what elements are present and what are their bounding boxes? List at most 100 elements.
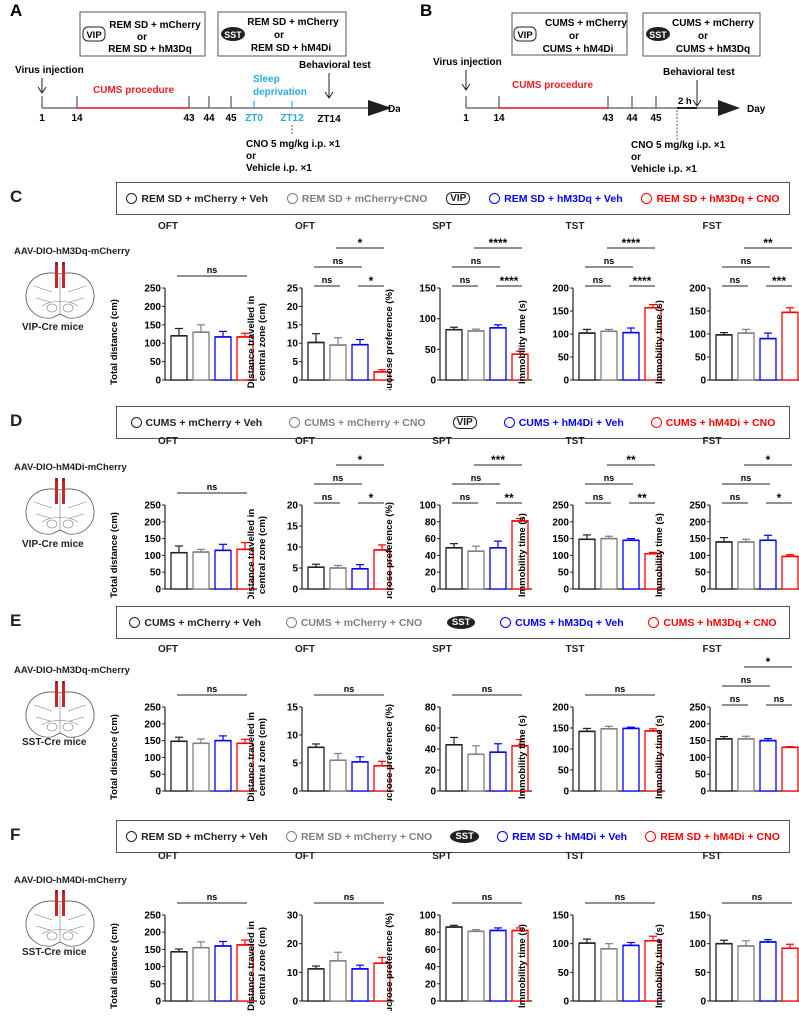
panel-letter: F	[10, 825, 21, 844]
brain-section-icon	[25, 478, 95, 535]
y-tick-label: 200	[144, 517, 161, 528]
bar	[351, 344, 369, 381]
cannula-right	[62, 262, 65, 288]
significance-label: ****	[489, 236, 508, 250]
legend-item: REM SD + mCherry + CNO	[285, 831, 432, 843]
brain-region	[62, 303, 74, 313]
y-axis-label: Sucrose preference (%)	[384, 502, 395, 599]
legend-label: REM SD + mCherry+CNO	[301, 192, 428, 205]
box-or: or	[274, 30, 284, 41]
bar	[170, 335, 188, 381]
panel-b-sst-box: SST CUMS + mCherry or CUMS + hM3Dq	[642, 12, 761, 57]
legend-item: CUMS + mCherry + CNO	[289, 416, 426, 429]
legend-label: CUMS + mCherry + CNO	[304, 416, 426, 429]
box-or: or	[137, 32, 147, 43]
bar	[759, 941, 777, 1002]
tick-label: ZT14	[317, 114, 341, 125]
significance-label: ns	[741, 256, 752, 266]
bar	[307, 566, 325, 590]
y-tick-label: 150	[419, 284, 436, 295]
sst-badge: SST	[446, 616, 476, 629]
y-tick-label: 0	[430, 376, 436, 387]
legend-label: REM SD + hM4Di + CNO	[660, 830, 780, 843]
y-tick-label: 50	[695, 770, 707, 781]
y-tick-label: 80	[425, 517, 437, 528]
y-axis-label: Immobility time (s)	[517, 300, 528, 384]
legend-item: REM SD + hM4Di + CNO	[645, 831, 780, 843]
y-tick-label: 50	[695, 568, 707, 579]
bar-chart: Immobility time (s) 0 50 100 150 200 250 ns ** ns…	[517, 453, 665, 597]
legend-box: CUMS + mCherry + Veh CUMS + mCherry + CNO…	[116, 406, 790, 439]
y-axis-label: Immobility time (s)	[654, 924, 665, 1008]
y-tick-label: 5	[292, 759, 298, 770]
brain-section-icon	[25, 681, 95, 738]
y-tick-label: 0	[700, 787, 706, 798]
y-tick-label: 150	[552, 911, 569, 922]
sst-badge: SST	[224, 30, 242, 40]
y-tick-label: 100	[552, 745, 569, 756]
significance-label: *	[766, 453, 771, 467]
brain-regions	[33, 276, 87, 314]
bar-chart: Distance traveled in central zone (cm) 0 5 1…	[246, 684, 394, 801]
brain-region	[46, 519, 58, 529]
bar	[489, 327, 507, 381]
box-line: CUMS + mCherry	[672, 18, 754, 29]
mice-label: VIP-Cre mice	[22, 322, 84, 333]
significance-label: ns	[471, 256, 482, 266]
circle-icon	[500, 617, 512, 628]
test-title: OFT	[158, 221, 178, 232]
brain-section-icon	[25, 890, 95, 947]
cannula-right	[62, 681, 65, 707]
bar	[737, 738, 755, 792]
y-tick-label: 30	[287, 911, 299, 922]
y-axis-label: Distance traveled in	[246, 921, 257, 1011]
y-tick-label: 100	[689, 939, 706, 950]
significance-label: ns	[460, 492, 471, 502]
circle-icon	[126, 193, 138, 204]
bar	[192, 947, 210, 1002]
y-tick-label: 0	[430, 997, 436, 1008]
y-tick-label: 20	[287, 501, 299, 512]
sleep-deprivation-label: Sleep	[253, 74, 280, 85]
legend-box: CUMS + mCherry + Veh CUMS + mCherry + CNO…	[116, 606, 790, 639]
y-axis-label: Total distance (cm)	[109, 714, 120, 800]
significance-label: ****	[500, 274, 519, 288]
bar-chart: Total distance (cm) 0 50 100 150 200 250 ns	[109, 684, 257, 800]
significance-label: ns	[207, 265, 218, 275]
cno-label: CNO 5 mg/kg i.p. ×1	[246, 139, 341, 150]
two-hour-label: 2 h	[678, 96, 692, 107]
significance-label: ns	[741, 473, 752, 483]
bar	[467, 753, 485, 792]
legend-item: REM SD + hM3Dq + Veh	[489, 193, 623, 205]
y-tick-label: 0	[292, 997, 298, 1008]
bar	[445, 926, 463, 1002]
day-label: Day	[388, 104, 400, 115]
y-tick-label: 0	[292, 585, 298, 596]
brain-regions	[33, 492, 87, 530]
cannula-left	[55, 681, 58, 707]
legend-item: CUMS + hM4Di + Veh	[503, 417, 624, 429]
y-tick-label: 0	[155, 376, 161, 387]
significance-label: ***	[772, 274, 786, 288]
bar	[578, 730, 596, 792]
bar	[445, 547, 463, 590]
y-axis-label: Sucrose preference (%)	[384, 913, 395, 1011]
box-line: REM SD + mCherry	[247, 17, 339, 28]
bar	[467, 550, 485, 590]
significance-label: ns	[752, 892, 763, 902]
y-tick-label: 100	[689, 330, 706, 341]
bar-chart: Immobility time (s) 0 50 100 150 200 ns **** ns *…	[517, 236, 665, 387]
bar	[445, 744, 463, 792]
significance-label: **	[637, 491, 647, 505]
legend-item: REM SD + hM4Di + Veh	[497, 831, 627, 843]
legend-item: CUMS + hM3Dq + CNO	[648, 617, 777, 629]
tick-label: 45	[650, 113, 662, 124]
y-tick-label: 20	[287, 302, 299, 313]
mice-label: SST-Cre mice	[22, 947, 87, 958]
legend-label: CUMS + hM3Dq + Veh	[515, 616, 624, 629]
y-tick-label: 100	[144, 551, 161, 562]
y-tick-label: 0	[563, 585, 569, 596]
bar	[600, 537, 618, 590]
test-title: OFT	[158, 436, 178, 447]
